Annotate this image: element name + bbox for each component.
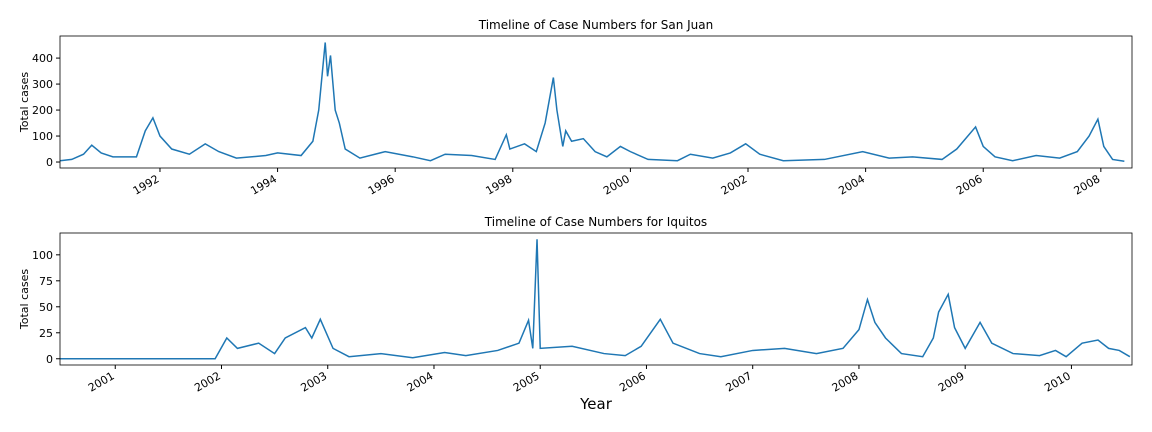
y-tick-label: 25	[39, 327, 53, 340]
x-tick-label: 2009	[936, 369, 967, 394]
x-tick-label: 2010	[1042, 369, 1073, 394]
y-tick-label: 200	[32, 104, 53, 117]
x-axis-label: Year	[579, 395, 613, 413]
chart-title: Timeline of Case Numbers for Iquitos	[484, 215, 707, 229]
y-tick-label: 100	[32, 130, 53, 143]
y-axis-label: Total cases	[18, 72, 31, 133]
x-tick-label: 2005	[511, 369, 542, 394]
x-tick-label: 1996	[366, 172, 397, 197]
plot-frame	[59, 232, 1133, 366]
x-tick-label: 2006	[954, 172, 985, 197]
x-tick-label: 2008	[1072, 172, 1103, 197]
y-tick-label: 300	[32, 78, 53, 91]
x-tick-label: 2003	[298, 369, 329, 394]
data-line	[59, 42, 1125, 162]
plot-frame	[59, 35, 1133, 169]
y-tick-label: 0	[46, 353, 53, 366]
data-line	[60, 239, 1131, 360]
x-tick-label: 2000	[601, 172, 632, 197]
x-tick-label: 2007	[723, 369, 754, 394]
y-tick-label: 0	[46, 156, 53, 169]
x-tick-label: 2004	[836, 172, 867, 197]
x-tick-label: 2008	[830, 369, 861, 394]
y-axis-label: Total cases	[18, 269, 31, 330]
x-tick-label: 2006	[617, 369, 648, 394]
x-tick-label: 2002	[192, 369, 223, 394]
chart-title: Timeline of Case Numbers for San Juan	[478, 18, 713, 32]
y-tick-label: 100	[32, 249, 53, 262]
y-tick-label: 75	[39, 275, 53, 288]
y-tick-label: 400	[32, 52, 53, 65]
x-tick-label: 2002	[719, 172, 750, 197]
x-tick-label: 1994	[248, 172, 279, 197]
x-tick-label: 1998	[484, 172, 515, 197]
y-tick-label: 50	[39, 301, 53, 314]
x-tick-label: 1992	[131, 172, 162, 197]
x-tick-label: 2001	[86, 369, 117, 394]
x-tick-label: 2004	[405, 369, 436, 394]
